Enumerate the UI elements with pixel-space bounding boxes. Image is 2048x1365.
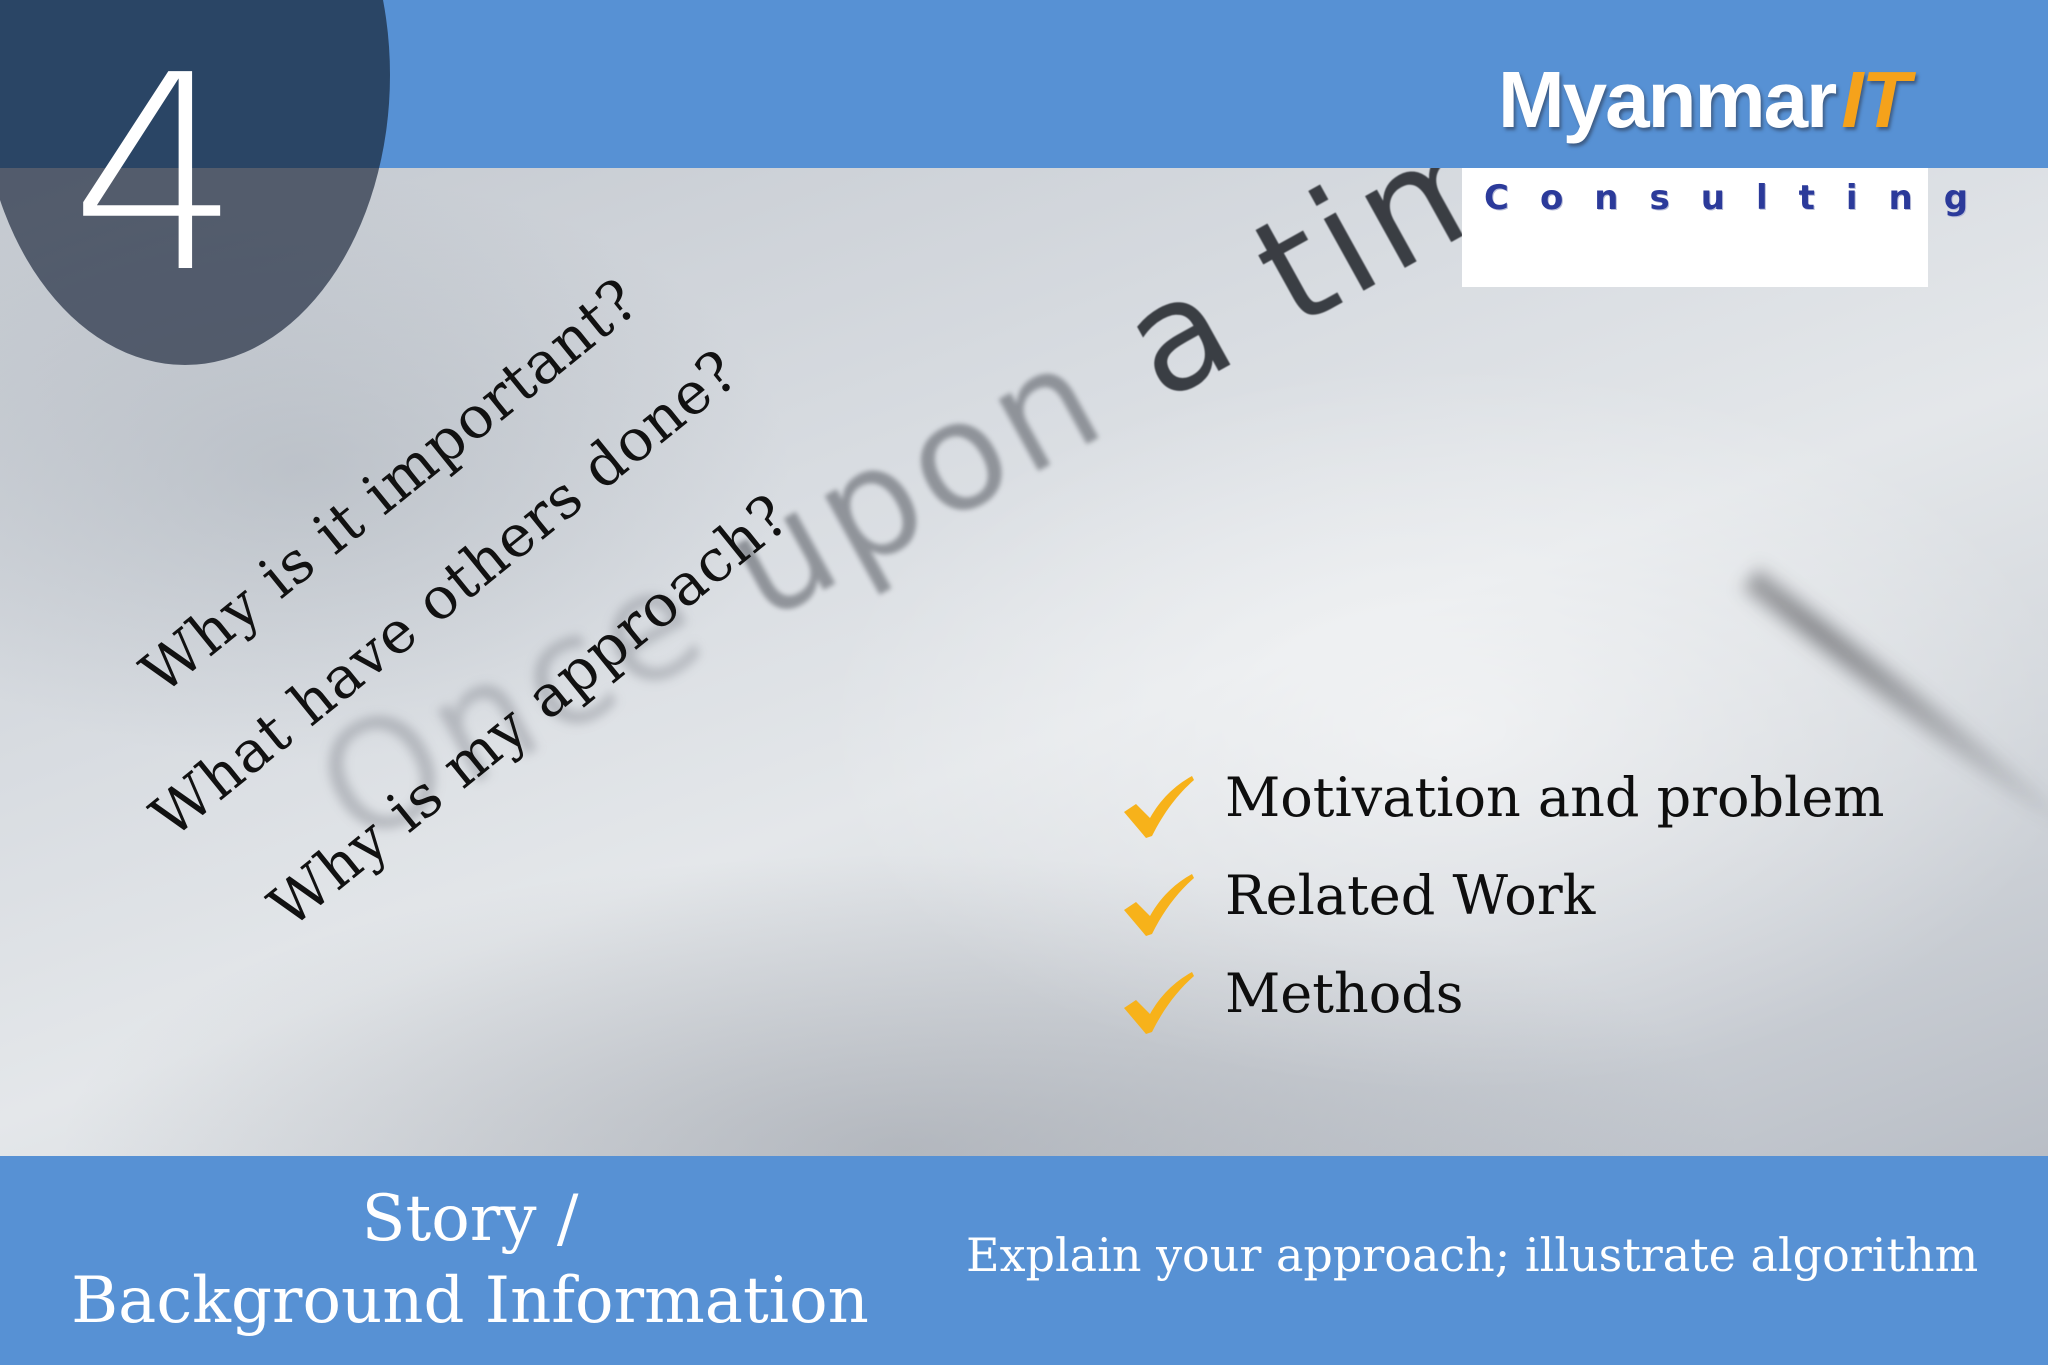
logo-subtitle-box: Consulting	[1462, 168, 1968, 287]
handwriting-part-soft: upon	[697, 281, 1180, 655]
slide-subtitle: Explain your approach; illustrate algori…	[966, 1228, 1979, 1282]
checkmark-icon	[1124, 776, 1194, 838]
checkmark-icon	[1124, 874, 1194, 936]
logo-wordmark: MyanmarIT	[1498, 60, 1910, 140]
slide-title-line-2: Background Information	[71, 1264, 869, 1338]
logo-accent-text: IT	[1841, 55, 1910, 144]
company-logo: Consulting MyanmarIT	[1462, 60, 1968, 287]
checklist-label: Methods	[1225, 962, 1464, 1025]
section-number: 4	[70, 17, 242, 332]
checklist-item: Motivation and problem	[1120, 766, 1970, 846]
slide-title-line-1: Story /	[361, 1182, 579, 1256]
checklist-label: Related Work	[1225, 864, 1596, 927]
slide-title: Story / Background Information	[30, 1178, 910, 1342]
checklist-label: Motivation and problem	[1225, 766, 1885, 829]
bottom-bar: Story / Background Information Explain y…	[0, 1156, 2048, 1365]
checklist-item: Methods	[1120, 962, 1970, 1042]
checkmark-icon	[1124, 972, 1194, 1034]
checklist-item: Related Work	[1120, 864, 1970, 944]
section-number-badge	[0, 0, 390, 365]
logo-main-text: Myanmar	[1498, 55, 1837, 144]
logo-subtitle: Consulting	[1484, 178, 2000, 218]
